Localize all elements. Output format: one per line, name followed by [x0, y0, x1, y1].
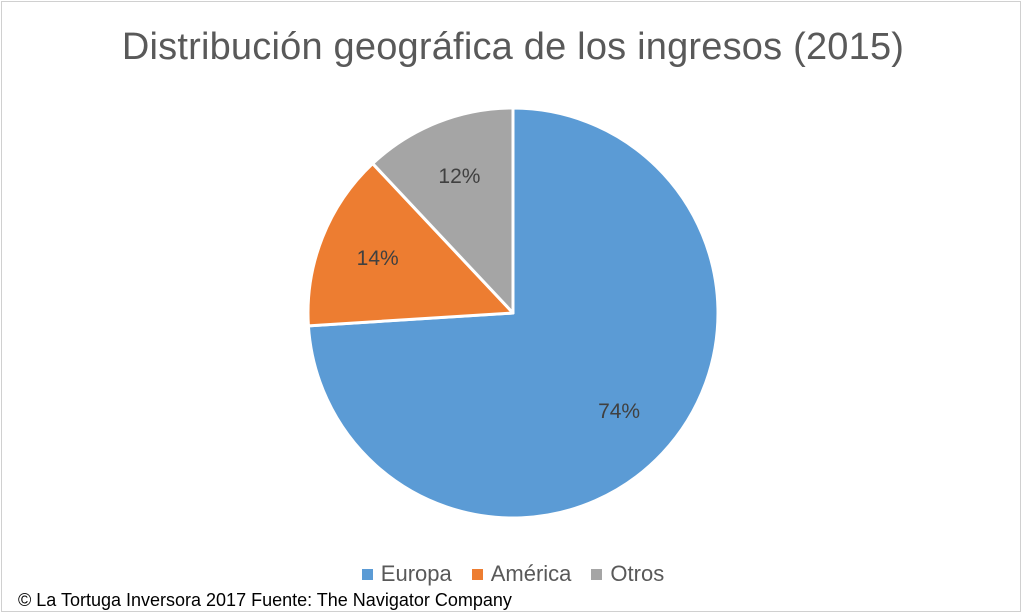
pie-slice-otros: [371, 106, 515, 315]
legend-entry-europa: Europa: [361, 561, 452, 587]
pie-slice-america: [306, 162, 515, 328]
pie-slices: [306, 106, 720, 520]
legend: Europa América Otros: [2, 561, 1024, 587]
chart-title: Distribución geográfica de los ingresos …: [121, 26, 905, 68]
legend-swatch-america: [471, 568, 483, 580]
data-label-europa: 74%: [598, 400, 640, 423]
footer-note: © La Tortuga Inversora 2017 Fuente: The …: [18, 590, 512, 610]
legend-label-otros: Otros: [610, 561, 665, 586]
legend-entry-otros: Otros: [591, 561, 664, 587]
legend-swatch-europa: [361, 568, 373, 580]
legend-swatch-otros: [591, 568, 603, 580]
pie-labels: 74% 14% 12%: [357, 165, 640, 423]
data-label-otros: 12%: [438, 165, 480, 188]
data-label-america: 14%: [357, 247, 399, 270]
legend-label-europa: Europa: [380, 561, 452, 586]
legend-label-america: América: [490, 561, 572, 586]
legend-entry-america: América: [471, 561, 572, 587]
